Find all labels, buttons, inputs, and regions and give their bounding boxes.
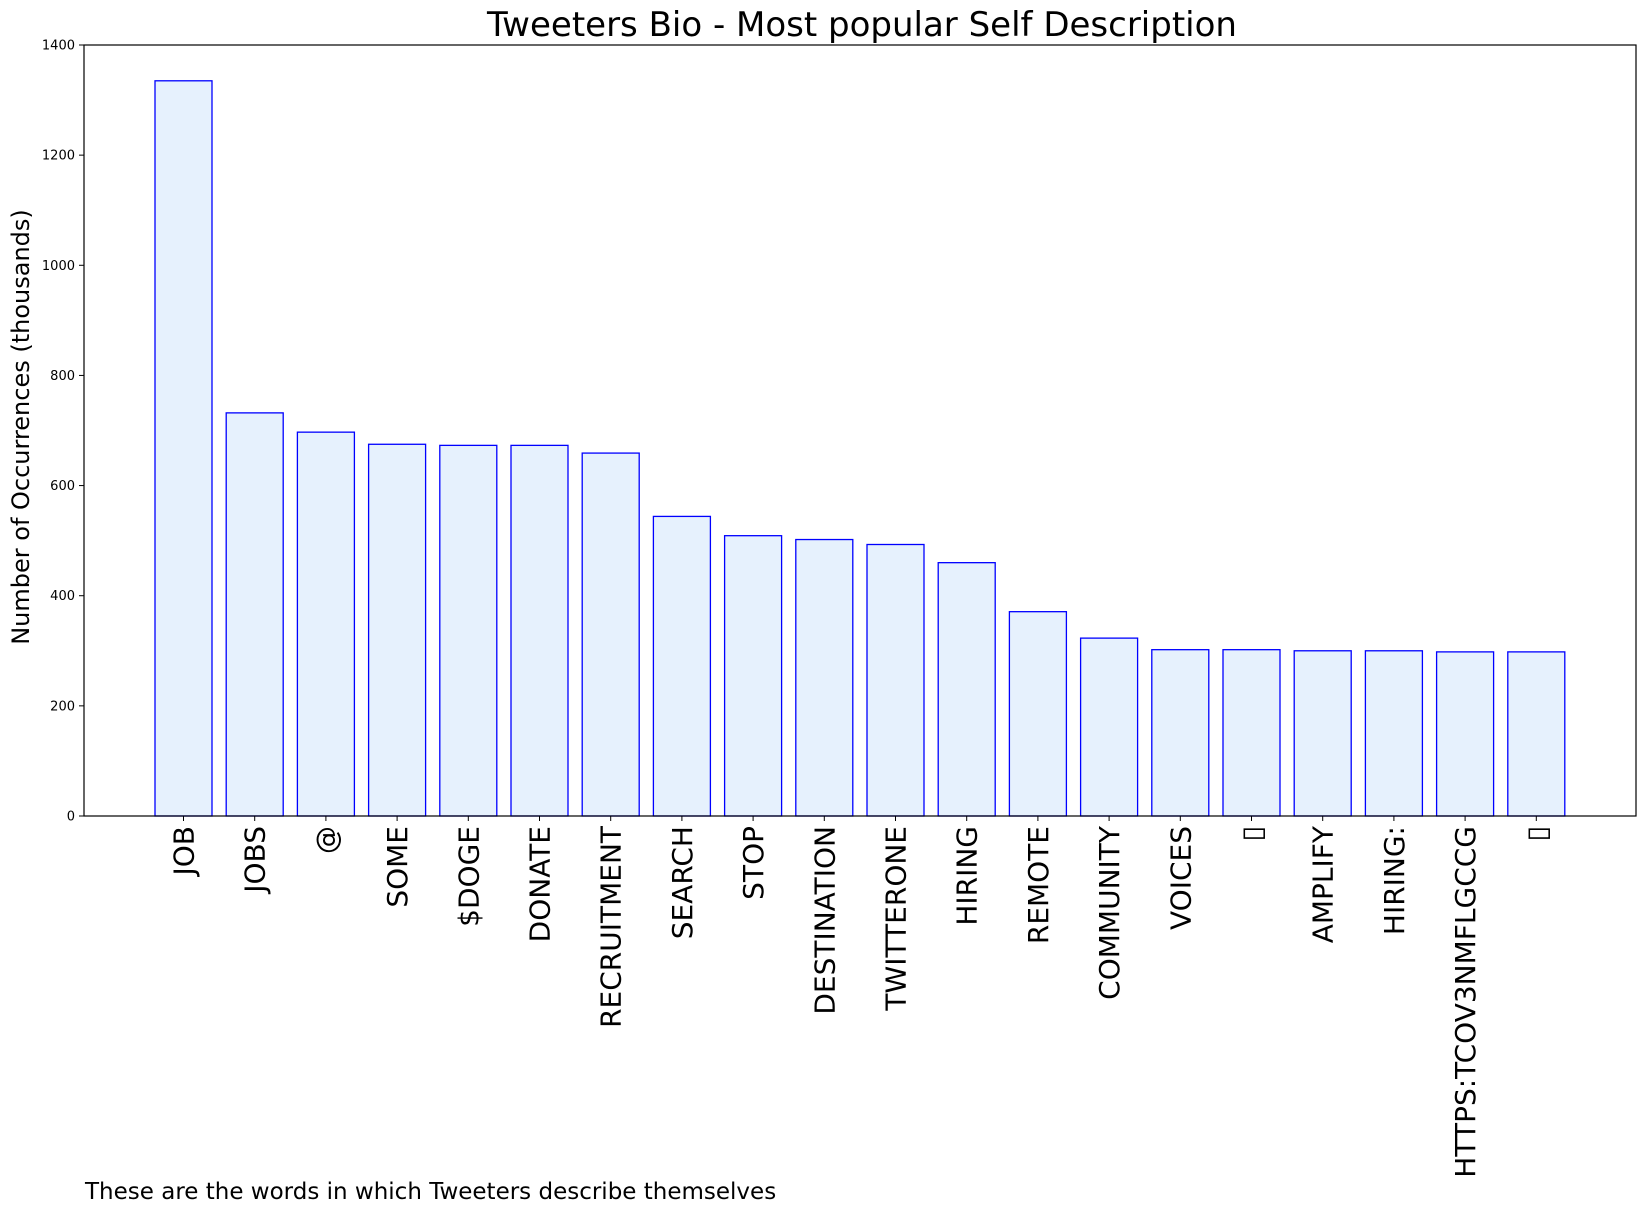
bars-group	[154, 80, 1566, 817]
y-tick-label-3: 600	[50, 479, 75, 494]
x-tick-label-6: RECRUITMENT	[595, 825, 628, 1028]
x-tick-label-15: ▯	[1236, 826, 1269, 841]
bar-15	[1222, 649, 1281, 817]
x-axis-ticks: JOB JOBS @ SOME $DOGE DONATE RECRUITMENT SEARCH…	[168, 816, 1553, 1178]
x-tick-label-8: STOP	[737, 826, 770, 900]
axes-frame	[83, 44, 1637, 817]
bar-14	[1151, 649, 1210, 817]
bar-1	[225, 412, 284, 817]
y-tick-label-6: 1200	[42, 149, 75, 164]
x-tick-label-12: REMOTE	[1022, 826, 1055, 944]
y-tick-label-4: 800	[50, 369, 75, 384]
bar-10	[866, 543, 925, 817]
y-tick-label-0: 0	[67, 810, 75, 825]
bar-16	[1293, 650, 1352, 817]
x-tick-label-14: VOICES	[1164, 826, 1197, 930]
x-tick-label-11: HIRING	[951, 826, 984, 926]
bar-6	[581, 452, 640, 817]
bar-13	[1079, 637, 1139, 817]
bar-7	[652, 515, 712, 817]
y-tick-label-2: 400	[50, 589, 75, 604]
bar-8	[723, 535, 783, 817]
y-tick-label-7: 1400	[42, 39, 75, 54]
bar-12	[1008, 611, 1068, 817]
x-tick-label-0: JOB	[168, 826, 201, 878]
x-tick-label-13: COMMUNITY	[1093, 825, 1126, 1000]
y-axis-label: Number of Occurrences (thousands)	[7, 209, 35, 645]
bar-0	[154, 80, 213, 817]
y-tick-label-1: 200	[50, 699, 75, 714]
x-tick-label-10: TWITTERONE	[880, 826, 913, 1012]
bar-5	[510, 444, 569, 817]
bar-19	[1507, 651, 1566, 817]
chart-title: Tweeters Bio - Most popular Self Descrip…	[486, 5, 1237, 45]
bar-11	[937, 562, 996, 817]
x-tick-label-5: DONATE	[524, 826, 557, 942]
x-tick-label-2: @	[310, 826, 343, 854]
bar-17	[1364, 650, 1424, 817]
x-tick-label-19: ▯	[1520, 826, 1553, 841]
x-tick-label-18: HTTPS:TCOV3NMFLGCCG	[1449, 826, 1482, 1178]
bar-9	[795, 538, 854, 817]
bar-18	[1435, 651, 1495, 817]
x-tick-label-4: $DOGE	[452, 826, 485, 927]
x-tick-label-16: AMPLIFY	[1307, 825, 1340, 943]
y-axis-ticks: 0 200 400 600 800 1000 1200 1400	[42, 39, 84, 825]
x-tick-label-3: SOME	[381, 826, 414, 908]
x-tick-label-17: HIRING:	[1378, 826, 1411, 935]
x-tick-label-7: SEARCH	[666, 826, 699, 939]
x-tick-label-1: JOBS	[239, 826, 272, 895]
y-tick-label-5: 1000	[42, 259, 75, 274]
chart-caption: These are the words in which Tweeters de…	[84, 1179, 776, 1205]
bar-2	[296, 431, 356, 817]
bar-4	[439, 444, 498, 817]
bar-3	[367, 443, 427, 817]
x-tick-label-9: DESTINATION	[808, 826, 841, 1015]
